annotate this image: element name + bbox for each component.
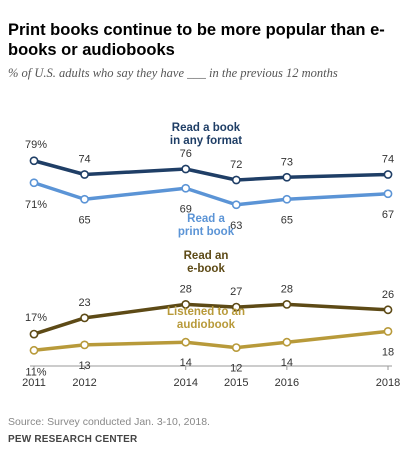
data-point-any_format-2015	[231, 175, 241, 185]
data-point-any_format-2016	[282, 172, 292, 182]
data-point-audiobook-2011	[29, 345, 39, 355]
series-name-label-any_format: Read a book in any format	[170, 122, 242, 147]
data-point-any_format-2014	[181, 164, 191, 174]
x-tick-label-2018: 2018	[376, 377, 400, 389]
value-label-print-2012: 65	[78, 214, 90, 226]
value-label-print-2015: 63	[230, 220, 242, 232]
value-label-ebook-2012: 23	[78, 297, 90, 309]
value-label-audiobook-2016: 14	[281, 357, 293, 369]
value-label-print-2016: 65	[281, 214, 293, 226]
data-point-ebook-2015	[231, 302, 241, 312]
value-label-ebook-2016: 28	[281, 283, 293, 295]
data-point-ebook-2012	[80, 313, 89, 323]
data-point-ebook-2014	[181, 299, 191, 309]
chart-title: Print books continue to be more popular …	[8, 21, 385, 59]
value-label-audiobook-2015: 12	[230, 363, 242, 375]
data-point-print-2012	[80, 194, 89, 204]
data-point-print-2018	[383, 189, 393, 199]
series-line-print	[32, 181, 390, 207]
data-point-ebook-2016	[282, 299, 292, 309]
data-point-audiobook-2016	[282, 337, 292, 347]
series-name-label-ebook: Read an e-book	[184, 250, 229, 275]
data-point-print-2015	[231, 200, 241, 210]
series-line-ebook	[32, 302, 390, 336]
data-point-print-2014	[181, 183, 191, 193]
x-tick-label-2012: 2012	[72, 377, 96, 389]
data-point-print-2011	[29, 178, 39, 188]
value-label-audiobook-2014: 14	[180, 357, 192, 369]
value-label-ebook-2011: 17%	[25, 312, 47, 324]
value-label-any_format-2018: 74	[382, 154, 394, 166]
data-point-print-2016	[282, 194, 292, 204]
data-point-ebook-2011	[29, 329, 39, 339]
brand-label: PEW RESEARCH CENTER	[8, 434, 138, 445]
value-label-audiobook-2011: 11%	[25, 366, 46, 378]
value-label-any_format-2012: 74	[78, 154, 90, 166]
data-point-audiobook-2012	[80, 340, 89, 350]
value-label-print-2014: 69	[180, 203, 192, 215]
x-tick-label-2016: 2016	[275, 377, 299, 389]
value-label-ebook-2014: 28	[180, 283, 192, 295]
value-label-any_format-2015: 72	[230, 159, 242, 171]
series-name-label-print: Read a print book	[178, 213, 235, 238]
series-line-any_format	[32, 159, 390, 182]
value-label-ebook-2018: 26	[382, 289, 394, 301]
line-chart: 2011 2012 2014 2015 2016 2018 79% 74 76 72 73 74 71%…	[22, 122, 400, 389]
chart-subtitle: % of U.S. adults who say they have ___ i…	[8, 66, 338, 80]
data-point-any_format-2018	[383, 170, 393, 179]
data-point-audiobook-2015	[231, 343, 241, 352]
value-label-audiobook-2012: 13	[78, 360, 90, 372]
x-tick-label-2014: 2014	[173, 377, 197, 389]
value-label-any_format-2014: 76	[180, 148, 192, 160]
value-label-print-2011: 71%	[25, 199, 47, 211]
value-label-audiobook-2018: 18	[382, 346, 394, 358]
x-tick-label-2015: 2015	[224, 377, 248, 389]
data-point-audiobook-2018	[383, 326, 393, 336]
value-label-ebook-2015: 27	[230, 286, 242, 298]
value-label-any_format-2011: 79%	[25, 139, 47, 151]
series-line-audiobook	[32, 329, 390, 353]
data-point-any_format-2011	[29, 156, 39, 166]
data-point-audiobook-2014	[181, 337, 191, 347]
data-point-ebook-2018	[383, 305, 393, 315]
data-point-any_format-2012	[80, 170, 89, 179]
value-label-print-2018: 67	[382, 209, 394, 221]
source-note: Source: Survey conducted Jan. 3-10, 2018…	[8, 416, 210, 428]
series-name-label-audiobook: Listened to an audiobook	[167, 306, 245, 331]
value-label-any_format-2016: 73	[281, 156, 293, 168]
x-tick-label-2011: 2011	[22, 377, 46, 389]
